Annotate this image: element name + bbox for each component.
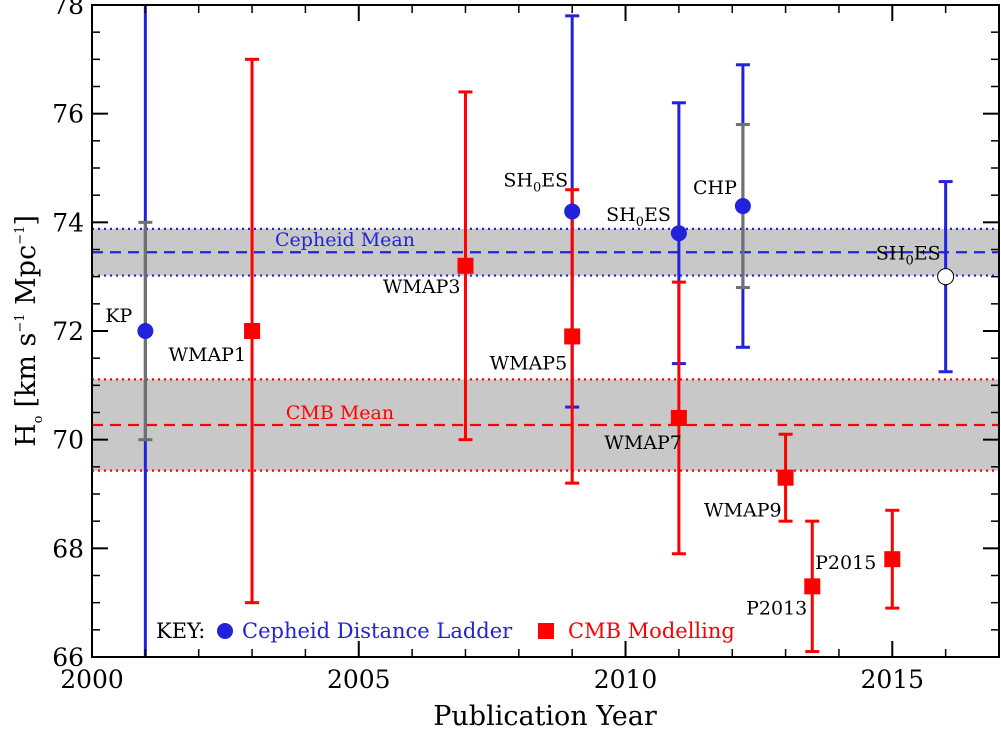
data-label: WMAP9 (704, 500, 782, 522)
data-point-cepheid (564, 203, 581, 220)
data-label: P2015 (815, 552, 876, 574)
data-label: WMAP3 (383, 276, 461, 298)
y-tick-label: 74 (52, 208, 84, 237)
x-tick-label: 2015 (860, 665, 924, 694)
legend-entry-cmb: CMB Modelling (568, 619, 735, 643)
data-label: SH0ES (503, 169, 568, 195)
data-point-cmb (804, 578, 821, 595)
data-label: P2013 (746, 597, 807, 619)
y-tick-label: 76 (52, 100, 84, 129)
data-point-cepheid (670, 225, 687, 242)
y-axis-title-units-tail: Mpc (11, 245, 42, 314)
data-point-cepheid (137, 323, 154, 339)
x-tick-label: 2010 (594, 665, 658, 694)
y-axis-title-symbol: H (11, 423, 42, 447)
y-axis-title-units-exp: −1 (13, 313, 28, 332)
data-point-cmb (884, 551, 901, 568)
legend-key-label: KEY: (156, 619, 205, 643)
data-point-cepheid (937, 268, 955, 286)
y-tick-label: 78 (52, 0, 84, 20)
data-point-cmb (564, 328, 581, 345)
y-axis-title-units: [km s (11, 333, 42, 408)
data-label: SH0ES (606, 204, 671, 230)
y-tick-label: 66 (52, 643, 84, 672)
y-axis-title-units-tail-exp: −1 (13, 226, 28, 245)
y-axis-title: Ho[km s−1 Mpc−1] (11, 215, 46, 447)
data-label: KP (105, 305, 132, 327)
x-axis-title: Publication Year (433, 701, 657, 731)
data-point-cepheid (734, 198, 751, 215)
data-point-cmb (244, 323, 261, 339)
band-label-cmb: CMB Mean (286, 402, 394, 424)
x-tick-label: 2000 (60, 665, 124, 694)
x-tick-label: 2005 (327, 665, 391, 694)
data-point-cmb (457, 257, 474, 274)
legend-square-marker (538, 623, 554, 639)
point-labels: KP SH0ES SH0ES CHP SH0ES WMAP1 WMAP3 WMAP5 WMAP7… (105, 169, 940, 619)
data-label: WMAP1 (168, 344, 246, 366)
legend-entry-cepheid: Cepheid Distance Ladder (242, 619, 513, 643)
data-point-cmb (670, 409, 687, 426)
y-tick-label: 70 (52, 426, 84, 455)
y-tick-label: 68 (52, 534, 84, 563)
svg-text:Ho[km s−1 Mpc−1]: Ho[km s−1 Mpc−1] (11, 215, 46, 447)
band-label-cepheid: Cepheid Mean (275, 229, 415, 251)
data-markers (137, 198, 955, 595)
y-axis-title-subscript: o (31, 415, 46, 423)
legend-key: KEY: Cepheid Distance Ladder CMB Modelli… (156, 619, 735, 643)
legend-circle-marker (217, 623, 233, 639)
y-axis-title-close: ] (11, 215, 42, 226)
data-label: CHP (693, 177, 737, 199)
y-tick-label: 72 (52, 317, 84, 346)
data-point-cmb (777, 469, 794, 486)
mean-bands: Cepheid Mean CMB Mean (92, 227, 999, 472)
data-label: WMAP7 (604, 432, 682, 454)
data-label: WMAP5 (490, 352, 568, 374)
axis-ticks: 66 68 70 72 74 76 78 2000 2005 2010 2015 (52, 0, 1000, 694)
data-label: SH0ES (876, 243, 941, 269)
